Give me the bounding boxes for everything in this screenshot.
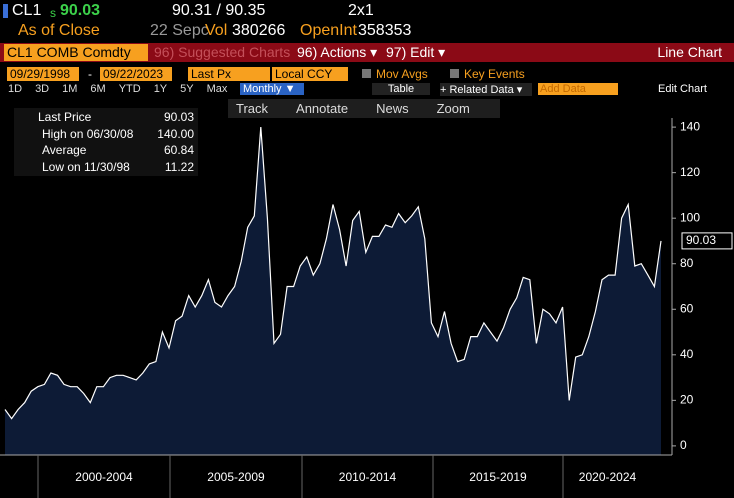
checkbox[interactable] (450, 69, 459, 78)
last-label: 90.03 (686, 233, 716, 247)
as-of: As of Close (18, 22, 100, 39)
start-date[interactable]: 09/29/1998 (7, 67, 79, 81)
legend-box (14, 108, 198, 176)
toolbar (228, 99, 500, 118)
period[interactable]: 6M (90, 83, 106, 95)
legend-row: Last Price 90.03 (20, 110, 194, 127)
bid-ask: 90.31 / 90.35 (172, 2, 266, 19)
y-tick-label: 140 (680, 119, 700, 133)
tool[interactable]: Annotate (296, 101, 349, 116)
y-tick-label: 0 (680, 438, 687, 452)
currency[interactable]: Local CCY (272, 67, 348, 81)
y-tick-label: 40 (680, 347, 694, 361)
y-tick-label: 100 (680, 210, 700, 224)
chart-type: Line Chart (657, 44, 722, 60)
legend-label: High on 06/30/08 (42, 126, 134, 141)
frequency[interactable]: Monthly ▼ (240, 83, 304, 95)
oi-label: OpenInt (300, 22, 357, 39)
period[interactable]: 1Y (153, 83, 168, 95)
related[interactable]: + Related Data ▾ (440, 83, 532, 96)
period[interactable]: YTD (118, 83, 141, 95)
legend-value: 11.22 (164, 159, 194, 174)
legend-label: Low on 11/30/98 (42, 159, 130, 174)
x-tick-label: 2010-2014 (339, 470, 397, 484)
y-tick-label: 80 (680, 256, 694, 270)
oi: 358353 (358, 22, 412, 39)
period[interactable]: 1M (62, 83, 78, 95)
mov-avgs[interactable]: Mov Avgs (376, 67, 428, 81)
price-prefix: s (50, 6, 56, 20)
end-date[interactable]: 09/22/2023 (100, 67, 172, 81)
period[interactable]: 1D (8, 83, 23, 95)
security[interactable]: CL1 COMB Comdty (4, 44, 148, 61)
x-tick-label: 2000-2004 (75, 470, 133, 484)
vol: 380266 (232, 22, 286, 39)
menu-bar (0, 43, 734, 62)
add-data[interactable]: Add Data (538, 83, 618, 95)
y-tick-label: 60 (680, 301, 694, 315)
y-tick-label: 120 (680, 165, 700, 179)
area (5, 127, 661, 455)
actions[interactable]: 96) Actions ▾ (297, 44, 378, 60)
x-tick-label: 2015-2019 (469, 470, 527, 484)
tool[interactable]: Zoom (436, 101, 470, 116)
legend-row: Low on 11/30/98 11.22 (20, 160, 194, 177)
edit-chart[interactable]: Edit Chart (658, 83, 707, 95)
periods: 1D 3D 1M 6M YTD 1Y 5Y Max (8, 83, 240, 95)
tool[interactable]: Track (236, 101, 269, 116)
legend-value: 90.03 (163, 110, 194, 124)
x-tick-label: 2005-2009 (207, 470, 265, 484)
price: 90.03 (60, 2, 101, 19)
period[interactable]: 3D (35, 83, 50, 95)
period[interactable]: 5Y (180, 83, 194, 95)
edit[interactable]: 97) Edit ▾ (386, 44, 446, 60)
legend-value: 60.84 (163, 143, 194, 157)
tool[interactable]: News (376, 101, 409, 116)
x-tick-label: 2020-2024 (579, 470, 637, 484)
legend-label: Average (42, 143, 87, 157)
checkbox[interactable] (362, 69, 371, 78)
y-tick-label: 20 (680, 393, 694, 407)
key-events[interactable]: Key Events (464, 67, 525, 81)
legend-value: 140.00 (157, 126, 194, 141)
legend: Last Price 90.03 High on 06/30/08 140.00 Ave… (20, 110, 194, 176)
field[interactable]: Last Px (188, 67, 270, 81)
last-tag (681, 232, 733, 250)
date: 22 Sepc (150, 22, 209, 39)
table[interactable]: Table (372, 83, 430, 95)
size: 2x1 (348, 2, 374, 19)
legend-row: Average 60.84 (20, 143, 194, 160)
marker (3, 4, 8, 18)
dash: - (88, 67, 92, 81)
ticker: CL1 (12, 2, 42, 19)
tools: Track Annotate News Zoom (236, 101, 498, 116)
suggested[interactable]: 96) Suggested Charts (154, 44, 291, 60)
legend-row: High on 06/30/08 140.00 (20, 127, 194, 144)
period[interactable]: Max (206, 83, 228, 95)
legend-label: Last Price (38, 110, 92, 124)
vol-label: Vol (205, 22, 228, 39)
